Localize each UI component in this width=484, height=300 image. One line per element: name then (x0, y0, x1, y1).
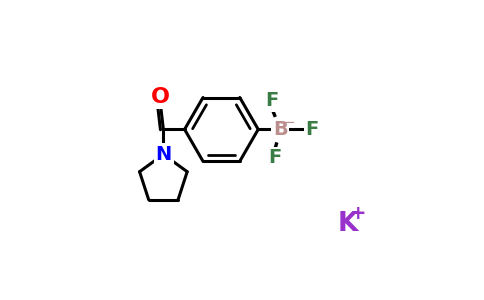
Text: F: F (268, 148, 281, 167)
Text: F: F (265, 91, 278, 110)
Text: K: K (338, 211, 358, 237)
Text: O: O (151, 87, 170, 107)
Text: F: F (305, 120, 318, 139)
Text: B: B (273, 120, 287, 139)
Text: N: N (156, 145, 172, 164)
Text: +: + (350, 204, 366, 223)
Text: −: − (282, 115, 295, 130)
Text: N: N (155, 145, 171, 164)
